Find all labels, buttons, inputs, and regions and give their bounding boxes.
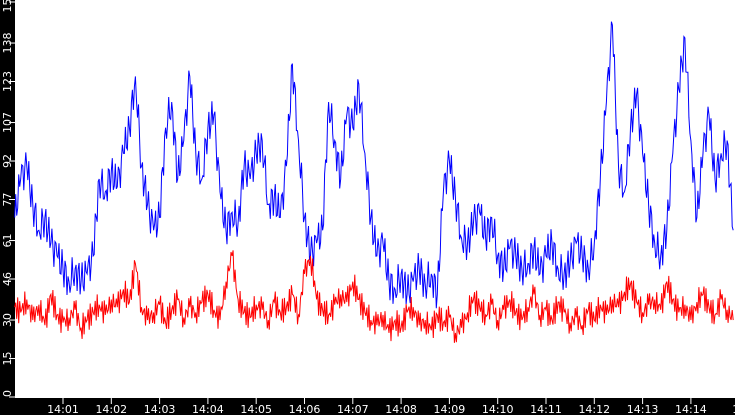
x-tick-label: 14:07 [337,403,369,415]
x-tick-label: 14:05 [240,403,272,415]
y-tick-label: 123 [1,71,14,92]
x-tick-label: 14:10 [482,403,514,415]
series-group [14,21,734,343]
x-tick-label: 14:03 [144,403,176,415]
x-tick-label: 14:14 [675,403,707,415]
y-tick-label: 92 [1,154,14,168]
x-axis: 14:01 14:02 14:03 14:04 14:05 14:06 14:07 14:08… [47,398,735,415]
y-tick-label: 138 [1,33,14,54]
y-tick-label: 107 [1,112,14,133]
y-tick-label: 77 [1,193,14,207]
y-tick-label: 46 [1,272,14,286]
y-tick-label: 61 [1,234,14,248]
x-tick-label: 14:02 [95,403,127,415]
y-tick-label: 154 [1,0,14,13]
x-tick-label: 14:08 [385,403,417,415]
x-tick-label: 14:04 [192,403,224,415]
y-tick-label: 15 [1,352,14,366]
x-tick-label: 14:09 [434,403,466,415]
x-tick-label: 14:11 [530,403,562,415]
x-tick-label: 14 [732,403,735,415]
x-tick-label: 14:01 [47,403,79,415]
series-line-0 [14,21,734,309]
plot-area [15,0,735,398]
x-tick-label: 14:06 [289,403,321,415]
x-tick-label: 14:13 [627,403,659,415]
x-tick-label: 14:12 [578,403,610,415]
y-tick-label: 0 [1,390,14,397]
y-axis: 0 15 30 46 61 77 92 107 123 138 154 [1,0,15,398]
y-tick-label: 30 [1,313,14,327]
series-line-1 [14,250,734,343]
